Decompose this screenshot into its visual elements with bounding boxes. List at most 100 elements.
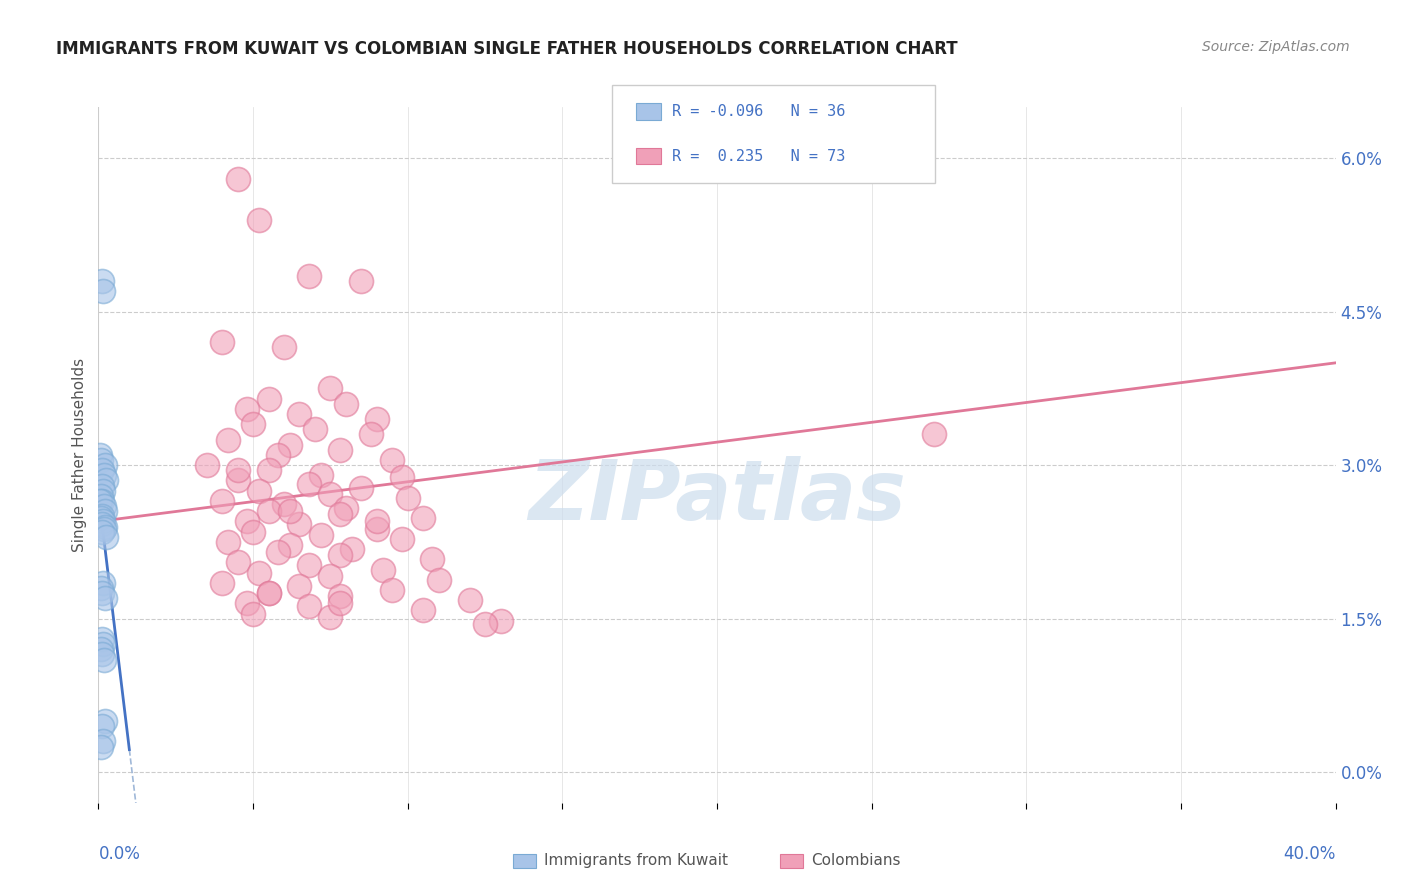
Point [350,481,373,495]
Point [381,453,404,467]
Point [96,474,118,488]
Point [93,591,115,606]
Point [236,515,259,529]
Point [93,499,115,513]
Point [90,719,112,733]
Point [217,433,239,447]
Point [91,734,114,748]
Point [93,458,115,472]
Point [94,714,117,728]
Point [267,448,290,462]
Point [90,478,112,492]
Point [90,739,112,754]
Point [319,609,342,624]
Point [371,562,394,576]
Point [90,489,112,503]
Point [391,470,413,484]
Point [335,397,357,411]
Point [335,501,357,516]
Point [247,212,270,227]
Point [366,515,388,529]
Point [298,558,321,573]
Point [90,642,112,657]
Point [319,381,342,395]
Point [236,401,259,416]
Point [211,494,233,508]
Point [217,534,239,549]
Text: 0.0%: 0.0% [98,845,141,863]
Y-axis label: Single Father Households: Single Father Households [72,358,87,552]
Point [278,538,301,552]
Point [329,589,352,603]
Point [96,530,118,544]
Point [309,527,332,541]
Point [91,483,114,498]
Point [91,637,114,651]
Point [422,552,444,566]
Point [242,524,264,539]
Point [89,448,111,462]
Point [91,515,114,529]
Point [298,268,321,283]
Point [288,517,311,532]
Point [391,532,413,546]
Point [93,468,115,483]
Point [350,274,373,288]
Point [93,522,115,536]
Point [91,494,114,508]
Text: Colombians: Colombians [811,854,901,868]
Point [298,599,321,614]
Text: Source: ZipAtlas.com: Source: ZipAtlas.com [1202,40,1350,54]
Point [90,581,112,595]
Point [91,284,114,298]
Point [94,504,117,518]
Point [267,545,290,559]
Point [226,171,249,186]
Point [273,497,295,511]
Text: IMMIGRANTS FROM KUWAIT VS COLOMBIAN SINGLE FATHER HOUSEHOLDS CORRELATION CHART: IMMIGRANTS FROM KUWAIT VS COLOMBIAN SING… [56,40,957,58]
Point [922,427,945,442]
Point [329,442,352,457]
Point [257,392,280,406]
Point [366,412,388,426]
Text: 40.0%: 40.0% [1284,845,1336,863]
Point [211,335,233,350]
Point [195,458,218,472]
Point [298,476,321,491]
Point [396,491,419,505]
Point [91,463,114,477]
Point [93,652,115,666]
Point [90,511,112,525]
Point [288,407,311,421]
Text: R = -0.096   N = 36: R = -0.096 N = 36 [672,104,845,119]
Point [329,596,352,610]
Point [458,593,481,607]
Point [226,463,249,477]
Point [257,504,280,518]
Point [93,519,115,533]
Point [319,568,342,582]
Point [278,438,301,452]
Point [89,494,111,508]
Point [242,607,264,621]
Point [329,508,352,522]
Point [412,603,434,617]
Point [309,468,332,483]
Point [226,555,249,569]
Point [257,586,280,600]
Point [247,483,270,498]
Point [257,463,280,477]
Point [90,453,112,467]
Point [247,566,270,580]
Text: R =  0.235   N = 73: R = 0.235 N = 73 [672,149,845,163]
Point [412,511,434,525]
Point [91,648,114,662]
Point [288,579,311,593]
Point [360,427,382,442]
Point [91,517,114,532]
Point [211,575,233,590]
Point [474,616,496,631]
Point [366,522,388,536]
Point [257,586,280,600]
Point [381,582,404,597]
